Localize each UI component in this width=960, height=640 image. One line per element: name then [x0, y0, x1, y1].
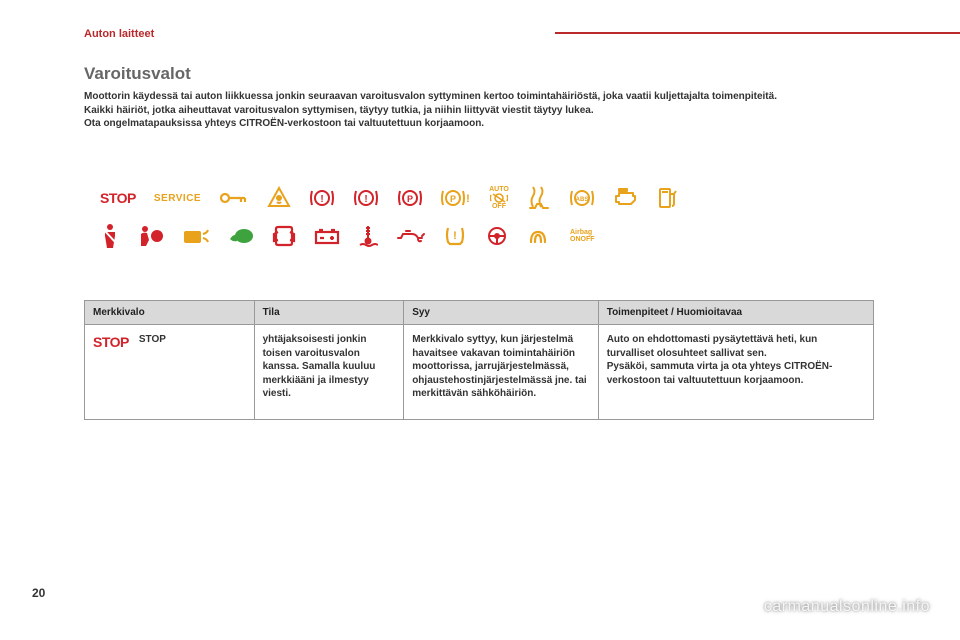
- auto-off-top: AUTO: [489, 186, 509, 193]
- stop-indicator-label: STOP: [139, 333, 166, 347]
- table-header-row: Merkkivalo Tila Syy Toimenpiteet / Huomi…: [85, 301, 873, 325]
- td-state: yhtäjaksoisesti jonkin toisen varoitusva…: [255, 325, 405, 419]
- warning-icons-block: STOP SERVICE ! ! P P! AUTO O: [100, 185, 679, 249]
- ebd-fault-icon: !: [353, 185, 379, 211]
- stop-indicator-icon: STOP: [93, 333, 129, 352]
- door-open-icon: [272, 223, 296, 249]
- foot-on-brake-icon: [228, 223, 254, 249]
- engine-fault-icon: [613, 185, 639, 211]
- stop-warning-icon: STOP: [100, 185, 136, 211]
- auto-off-icon: AUTO OFF: [489, 185, 509, 211]
- svg-text:!: !: [466, 193, 470, 205]
- icon-row-2: ! Airbag ONOFF: [100, 223, 679, 249]
- electric-parking-brake-fault-icon: P!: [441, 185, 471, 211]
- td-action: Auto on ehdottomasti pysäytettävä heti, …: [599, 325, 873, 419]
- oil-pressure-icon: [396, 223, 426, 249]
- parking-brake-icon: P: [397, 185, 423, 211]
- abs-icon: ABS: [569, 185, 595, 211]
- th-cause: Syy: [404, 301, 599, 324]
- seatbelt-icon: [100, 223, 120, 249]
- th-action: Toimenpiteet / Huomioitavaa: [599, 301, 873, 324]
- svg-text:ABS: ABS: [575, 197, 588, 203]
- svg-text:!: !: [320, 194, 323, 205]
- service-warning-icon: SERVICE: [154, 185, 201, 211]
- coolant-temp-icon: [358, 223, 378, 249]
- th-indicator: Merkkivalo: [85, 301, 255, 324]
- svg-text:!: !: [364, 194, 367, 205]
- key-icon: [219, 185, 249, 211]
- svg-text:P: P: [450, 194, 456, 204]
- table-row: STOP STOP yhtäjaksoisesti jonkin toisen …: [85, 325, 873, 419]
- warning-table: Merkkivalo Tila Syy Toimenpiteet / Huomi…: [84, 300, 874, 420]
- watermark: carmanualsonline.info: [764, 598, 930, 616]
- section-title: Varoitusvalot: [84, 64, 191, 84]
- asr-esp-icon: [527, 185, 551, 211]
- page-number: 20: [32, 586, 45, 600]
- passenger-airbag-icon: [267, 185, 291, 211]
- intro-line-2: Kaikki häiriöt, jotka aiheuttavat varoit…: [84, 105, 594, 116]
- battery-icon: [314, 223, 340, 249]
- svg-text:!: !: [453, 230, 457, 242]
- brake-fluid-icon: !: [309, 185, 335, 211]
- auto-off-bot: OFF: [492, 203, 506, 210]
- svg-text:P: P: [407, 194, 413, 204]
- airbag-onoff-icon: Airbag ONOFF: [570, 223, 595, 249]
- power-steering-icon: [484, 223, 510, 249]
- header-title: Auton laitteet: [84, 28, 154, 40]
- particle-filter-icon: [182, 223, 210, 249]
- td-indicator: STOP STOP: [85, 325, 255, 419]
- airbag-onoff-bot: ONOFF: [570, 236, 595, 243]
- intro-line-3: Ota ongelmatapauksissa yhteys CITROËN-ve…: [84, 118, 484, 129]
- top-red-stripe: [555, 32, 960, 34]
- intro-line-1: Moottorin käydessä tai auton liikkuessa …: [84, 91, 777, 102]
- preheat-icon: [528, 223, 552, 249]
- airbag-onoff-top: Airbag: [570, 229, 592, 236]
- intro-text: Moottorin käydessä tai auton liikkuessa …: [84, 90, 864, 131]
- th-state: Tila: [255, 301, 405, 324]
- td-cause: Merkkivalo syttyy, kun järjestelmä havai…: [404, 325, 599, 419]
- fuel-low-icon: [657, 185, 679, 211]
- tyre-pressure-icon: !: [444, 223, 466, 249]
- icon-row-1: STOP SERVICE ! ! P P! AUTO O: [100, 185, 679, 211]
- airbag-fault-icon: [138, 223, 164, 249]
